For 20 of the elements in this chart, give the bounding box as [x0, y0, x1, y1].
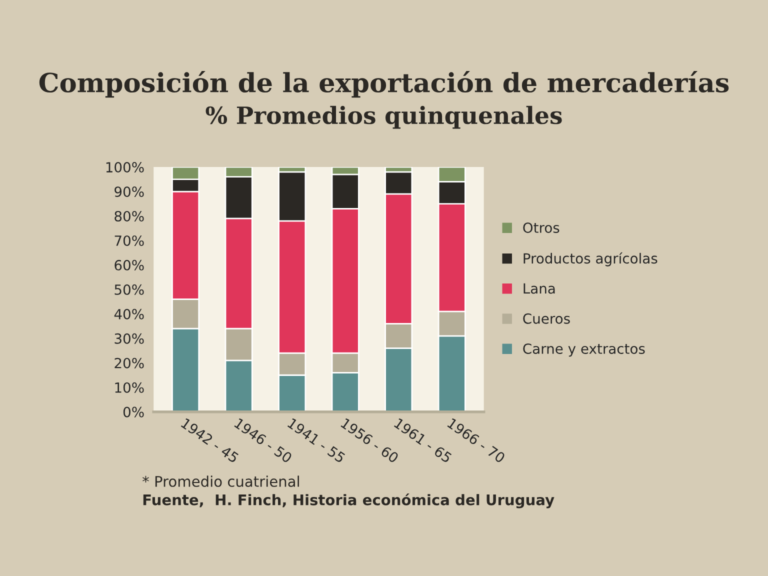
- text: * Promedio cuatrienal: [142, 476, 299, 487]
- y-tick-label: 90%: [114, 186, 144, 197]
- y-tick-label: 0%: [123, 406, 144, 418]
- y-tick-label: 40%: [114, 308, 144, 320]
- legend-label: Cueros: [523, 313, 570, 324]
- y-tick-label: 60%: [114, 260, 144, 270]
- chart-subtitle: % Promedios quinquenales: [206, 106, 562, 129]
- y-tick-label: 80%: [114, 210, 144, 222]
- y-tick-label: 20%: [114, 358, 144, 368]
- y-tick-label: 30%: [114, 333, 144, 344]
- source-note: Fuente, H. Finch, Historia económica del Uruguay: [143, 493, 554, 508]
- legend-label: Otros: [523, 222, 560, 233]
- y-tick-label: 70%: [114, 235, 144, 246]
- legend-label: Carne y extractos: [523, 343, 645, 357]
- y-tick-label: 50%: [114, 284, 144, 295]
- legend-label: Lana: [524, 283, 555, 294]
- y-tick-label: 10%: [115, 382, 144, 393]
- legend-label: Productos agrícolas: [524, 252, 658, 266]
- chart-title: Composición de la exportación de mercaderías: [39, 71, 729, 98]
- y-tick-label: 100%: [106, 162, 144, 173]
